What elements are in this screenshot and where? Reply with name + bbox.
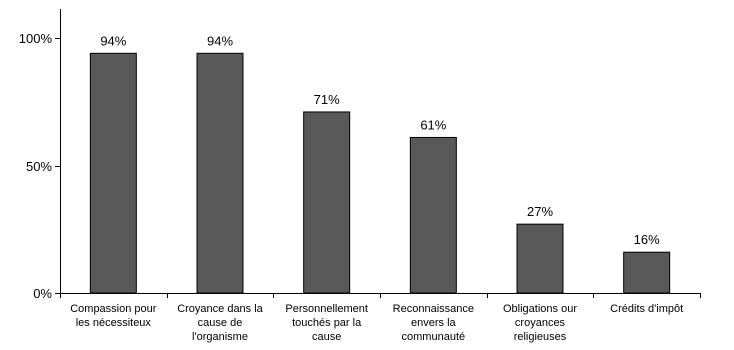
y-tick-label: 100%: [19, 31, 53, 46]
category-label-line: communauté: [402, 331, 466, 343]
y-tick-label: 0%: [33, 286, 52, 301]
category-label-line: Obligations our: [503, 303, 577, 315]
category-label-line: Reconnaissance: [393, 303, 474, 315]
bar: [196, 52, 244, 294]
data-label: 71%: [314, 92, 340, 107]
category-label-line: Crédits d'impôt: [610, 303, 683, 315]
category-label-line: envers la: [411, 317, 457, 329]
y-tick-label: 50%: [26, 159, 52, 174]
data-label: 94%: [207, 33, 233, 48]
category-label: Reconnaissance envers la communauté: [393, 303, 474, 343]
category-label-line: religieuses: [514, 331, 567, 343]
category-label-line: Croyance dans la: [177, 303, 263, 315]
category-label-line: les nécessiteux: [76, 317, 152, 329]
category-label: Compassion pour les nécessiteux: [70, 303, 157, 329]
category-label: Crédits d'impôt: [610, 303, 683, 315]
data-label: 61%: [420, 117, 446, 132]
category-label-line: l'organisme: [192, 331, 248, 343]
data-labels-group: 94% 94% 71% 61% 27% 16%: [100, 33, 660, 247]
bar: [516, 223, 564, 294]
x-axis-ticks: [60, 293, 701, 298]
category-label-line: Compassion pour: [70, 303, 157, 315]
category-labels-group: Compassion pour les nécessiteux Croyance d…: [70, 303, 683, 343]
bar: [409, 136, 457, 294]
y-axis-ticks: 0% 50% 100%: [19, 31, 60, 301]
category-label-line: cause de: [198, 317, 243, 329]
category-label-line: touchés par la: [292, 317, 362, 329]
category-label-line: cause: [312, 331, 341, 343]
bar: [303, 111, 351, 294]
data-label: 16%: [634, 232, 660, 247]
data-label: 94%: [100, 33, 126, 48]
bar: [89, 52, 137, 294]
category-label-line: Personnellement: [285, 303, 368, 315]
category-label-line: croyances: [515, 317, 566, 329]
bar: [623, 251, 671, 294]
category-label: Croyance dans la cause de l'organisme: [177, 303, 263, 343]
bars-group: [89, 52, 671, 294]
category-label: Personnellement touchés par la cause: [285, 303, 368, 343]
data-label: 27%: [527, 204, 553, 219]
category-label: Obligations our croyances religieuses: [503, 303, 577, 343]
